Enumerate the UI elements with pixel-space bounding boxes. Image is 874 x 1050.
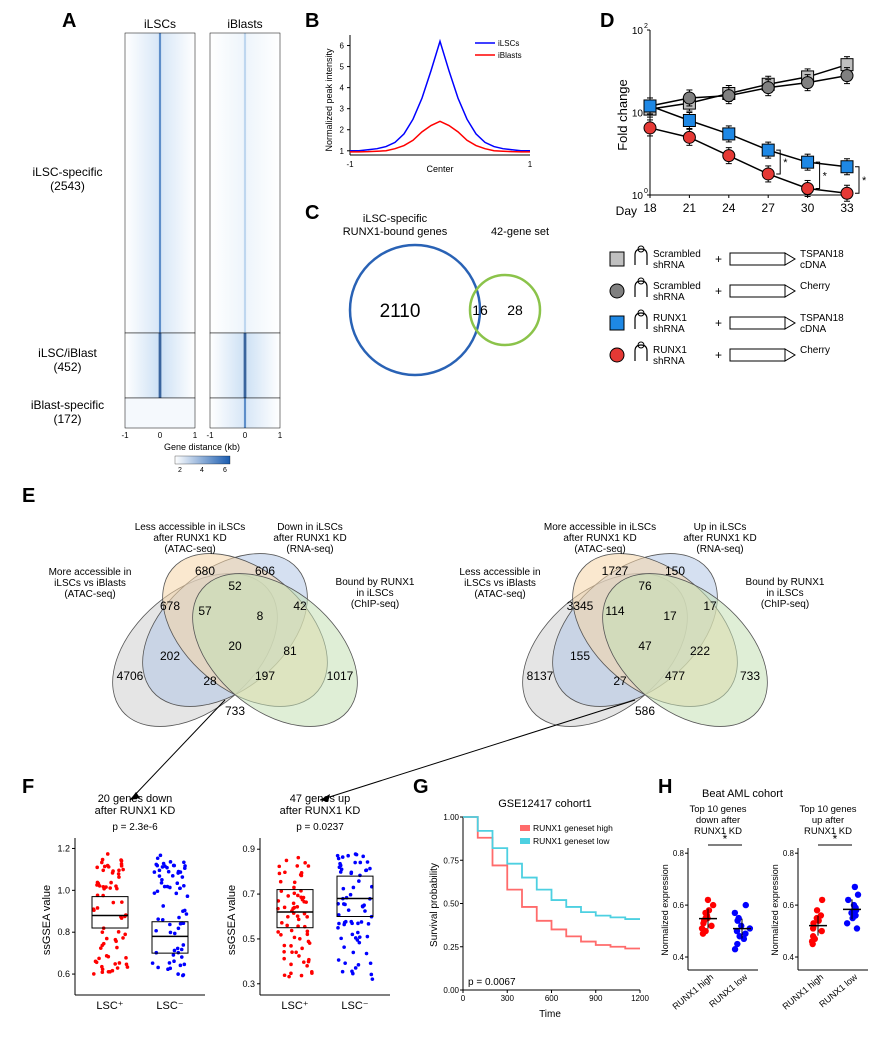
- svg-text:RUNX1 KD: RUNX1 KD: [694, 826, 742, 837]
- svg-text:0.3: 0.3: [242, 979, 255, 989]
- svg-text:0.25: 0.25: [443, 943, 459, 952]
- svg-text:0.8: 0.8: [57, 927, 70, 937]
- svg-text:Normalized expression: Normalized expression: [770, 864, 780, 956]
- svg-text:down after: down after: [696, 815, 740, 826]
- svg-text:LSC⁻: LSC⁻: [156, 1000, 183, 1012]
- svg-text:RUNX1 low: RUNX1 low: [817, 972, 859, 1010]
- panel-h-plot1: Top 10 genesdown afterRUNX1 KD Normalized…: [660, 800, 770, 1035]
- svg-text:*: *: [723, 832, 728, 846]
- svg-text:RUNX1 high: RUNX1 high: [781, 972, 826, 1012]
- svg-text:1.2: 1.2: [57, 843, 70, 853]
- svg-text:*: *: [833, 832, 838, 846]
- svg-text:0.4: 0.4: [673, 953, 685, 962]
- svg-text:Top 10 genes: Top 10 genes: [799, 804, 856, 815]
- svg-text:900: 900: [589, 994, 603, 1003]
- svg-text:RUNX1 high: RUNX1 high: [671, 972, 716, 1012]
- svg-text:Top 10 genes: Top 10 genes: [689, 804, 746, 815]
- svg-text:RUNX1 geneset low: RUNX1 geneset low: [533, 836, 610, 846]
- svg-text:ssGSEA value: ssGSEA value: [226, 885, 238, 955]
- svg-text:1200: 1200: [631, 994, 649, 1003]
- svg-text:0: 0: [461, 994, 466, 1003]
- svg-text:RUNX1 low: RUNX1 low: [707, 972, 749, 1010]
- svg-text:ssGSEA value: ssGSEA value: [41, 885, 53, 955]
- svg-text:47 genes up: 47 genes up: [290, 793, 351, 805]
- svg-text:p = 2.3e-6: p = 2.3e-6: [112, 822, 158, 833]
- panel-h-plot2: Top 10 genesup afterRUNX1 KD Normalized e…: [770, 800, 874, 1035]
- svg-text:0.75: 0.75: [443, 856, 459, 865]
- panel-g-chart: GSE12417 cohort1 Survival probability Time…: [425, 795, 655, 1025]
- svg-text:600: 600: [545, 994, 559, 1003]
- svg-text:LSC⁻: LSC⁻: [341, 1000, 368, 1012]
- svg-text:p = 0.0067: p = 0.0067: [468, 977, 516, 988]
- svg-text:LSC⁺: LSC⁺: [96, 1000, 123, 1012]
- svg-text:0.8: 0.8: [673, 849, 685, 858]
- svg-text:after RUNX1 KD: after RUNX1 KD: [95, 805, 176, 817]
- panel-f-label: F: [22, 776, 34, 799]
- svg-text:300: 300: [501, 994, 515, 1003]
- svg-text:after RUNX1 KD: after RUNX1 KD: [280, 805, 361, 817]
- svg-text:0.7: 0.7: [242, 889, 255, 899]
- svg-text:0.9: 0.9: [242, 844, 255, 854]
- svg-text:0.6: 0.6: [57, 969, 70, 979]
- svg-text:0.8: 0.8: [783, 849, 795, 858]
- svg-text:GSE12417 cohort1: GSE12417 cohort1: [498, 798, 592, 810]
- svg-text:0.6: 0.6: [783, 901, 795, 910]
- svg-text:0.6: 0.6: [673, 901, 685, 910]
- panel-h-cohort: Beat AML cohort: [702, 788, 783, 800]
- svg-text:Survival probability: Survival probability: [429, 863, 440, 947]
- svg-text:1.0: 1.0: [57, 885, 70, 895]
- svg-text:0.5: 0.5: [242, 934, 255, 944]
- svg-text:Normalized expression: Normalized expression: [660, 864, 670, 956]
- svg-text:RUNX1 KD: RUNX1 KD: [804, 826, 852, 837]
- svg-text:0.50: 0.50: [443, 900, 459, 909]
- svg-text:RUNX1 geneset high: RUNX1 geneset high: [533, 823, 613, 833]
- svg-text:p = 0.0237: p = 0.0237: [296, 822, 344, 833]
- svg-text:0.4: 0.4: [783, 953, 795, 962]
- panel-f-plot2: 47 genes upafter RUNX1 KD p = 0.0237 ssGSE…: [225, 790, 405, 1025]
- svg-text:up after: up after: [812, 815, 844, 826]
- svg-text:20 genes down: 20 genes down: [98, 793, 173, 805]
- svg-text:Time: Time: [539, 1009, 561, 1020]
- panel-f-plot1: 20 genes downafter RUNX1 KD p = 2.3e-6 ssG…: [40, 790, 220, 1025]
- svg-text:1.00: 1.00: [443, 813, 459, 822]
- panel-h-label: H: [658, 776, 672, 799]
- svg-text:LSC⁺: LSC⁺: [281, 1000, 308, 1012]
- svg-text:0.00: 0.00: [443, 986, 459, 995]
